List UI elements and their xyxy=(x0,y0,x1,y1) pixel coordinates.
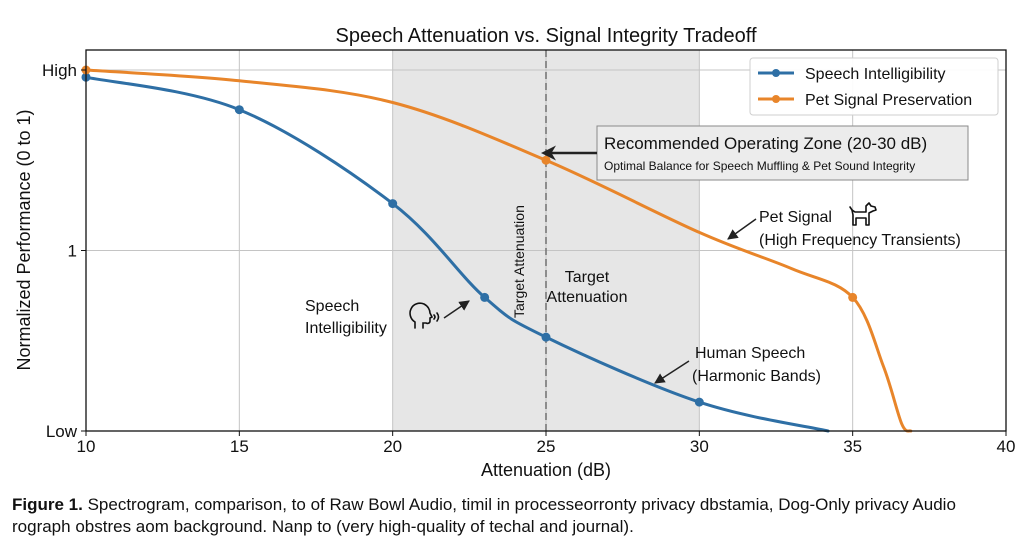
zone-annotation: Recommended Operating Zone (20-30 dB) Op… xyxy=(541,125,969,181)
figure-caption: Figure 1. Spectrogram, comparison, to of… xyxy=(12,494,1017,538)
data-point-speech-intelligibility-1 xyxy=(234,105,244,115)
figure-caption-text: Spectrogram, comparison, to of Raw Bowl … xyxy=(12,495,956,536)
chart: Speech Attenuation vs. Signal Integrity … xyxy=(14,25,1016,480)
pet-signal-arrow xyxy=(727,218,757,240)
x-tick-label-20: 20 xyxy=(383,437,402,456)
svg-text:(High Frequency Transients): (High Frequency Transients) xyxy=(759,232,961,249)
human-speech-arrow xyxy=(654,360,690,384)
legend-label-speech: Speech Intelligibility xyxy=(805,66,946,83)
svg-text:Pet Signal: Pet Signal xyxy=(759,209,832,226)
legend-label-pet: Pet Signal Preservation xyxy=(805,92,972,109)
legend: Speech Intelligibility Pet Signal Preser… xyxy=(749,57,999,116)
speech-intelligibility-annotation: Speech Intelligibility xyxy=(305,298,470,337)
legend-item-pet: Pet Signal Preservation xyxy=(758,92,972,109)
dog-icon xyxy=(849,202,877,226)
svg-text:Attenuation: Attenuation xyxy=(547,289,628,306)
x-tick-label-15: 15 xyxy=(230,437,249,456)
speech-intelligibility-arrow xyxy=(443,300,470,319)
data-point-speech-intelligibility-2 xyxy=(388,199,398,209)
x-tick-label-40: 40 xyxy=(997,437,1016,456)
svg-text:Intelligibility: Intelligibility xyxy=(305,320,387,337)
data-point-speech-intelligibility-4 xyxy=(541,332,551,342)
data-point-pet-signal-preservation-1 xyxy=(541,155,551,165)
zone-annotation-title: Recommended Operating Zone (20-30 dB) xyxy=(604,134,927,153)
axes: 10 15 20 25 30 35 40 High 1 Low xyxy=(42,49,1016,456)
svg-text:Speech: Speech xyxy=(305,298,359,315)
x-axis-label: Attenuation (dB) xyxy=(481,460,611,480)
data-point-pet-signal-preservation-2 xyxy=(848,292,858,302)
y-axis-label: Normalized Performance (0 to 1) xyxy=(14,109,34,370)
data-point-speech-intelligibility-5 xyxy=(694,397,704,407)
svg-text:Target: Target xyxy=(565,269,610,286)
chart-title: Speech Attenuation vs. Signal Integrity … xyxy=(335,25,756,47)
target-attenuation-label: Target Attenuation xyxy=(547,269,628,306)
svg-text:(Harmonic Bands): (Harmonic Bands) xyxy=(692,368,821,385)
series-speech-intelligibility xyxy=(81,72,830,433)
svg-text:Human Speech: Human Speech xyxy=(695,345,805,362)
series-line-pet-signal-preservation xyxy=(84,68,913,433)
data-point-speech-intelligibility-3 xyxy=(480,292,490,302)
zone-annotation-subtitle: Optimal Balance for Speech Muffling & Pe… xyxy=(604,159,915,173)
x-tick-label-30: 30 xyxy=(690,437,709,456)
pet-signal-annotation: Pet Signal (High Frequency Transients) xyxy=(727,202,961,249)
x-tick-label-35: 35 xyxy=(843,437,862,456)
legend-item-speech: Speech Intelligibility xyxy=(758,66,946,83)
human-speech-annotation: Human Speech (Harmonic Bands) xyxy=(654,345,821,385)
speaking-head-icon xyxy=(409,302,440,329)
y-tick-label-0: High xyxy=(42,61,77,80)
figure-caption-label: Figure 1. xyxy=(12,495,83,514)
y-tick-label-1: 1 xyxy=(68,242,77,261)
x-tick-label-10: 10 xyxy=(77,437,96,456)
target-attenuation-vertical-label: Target Attenuation xyxy=(511,205,527,318)
y-tick-label-2: Low xyxy=(46,422,78,441)
x-tick-label-25: 25 xyxy=(537,437,556,456)
